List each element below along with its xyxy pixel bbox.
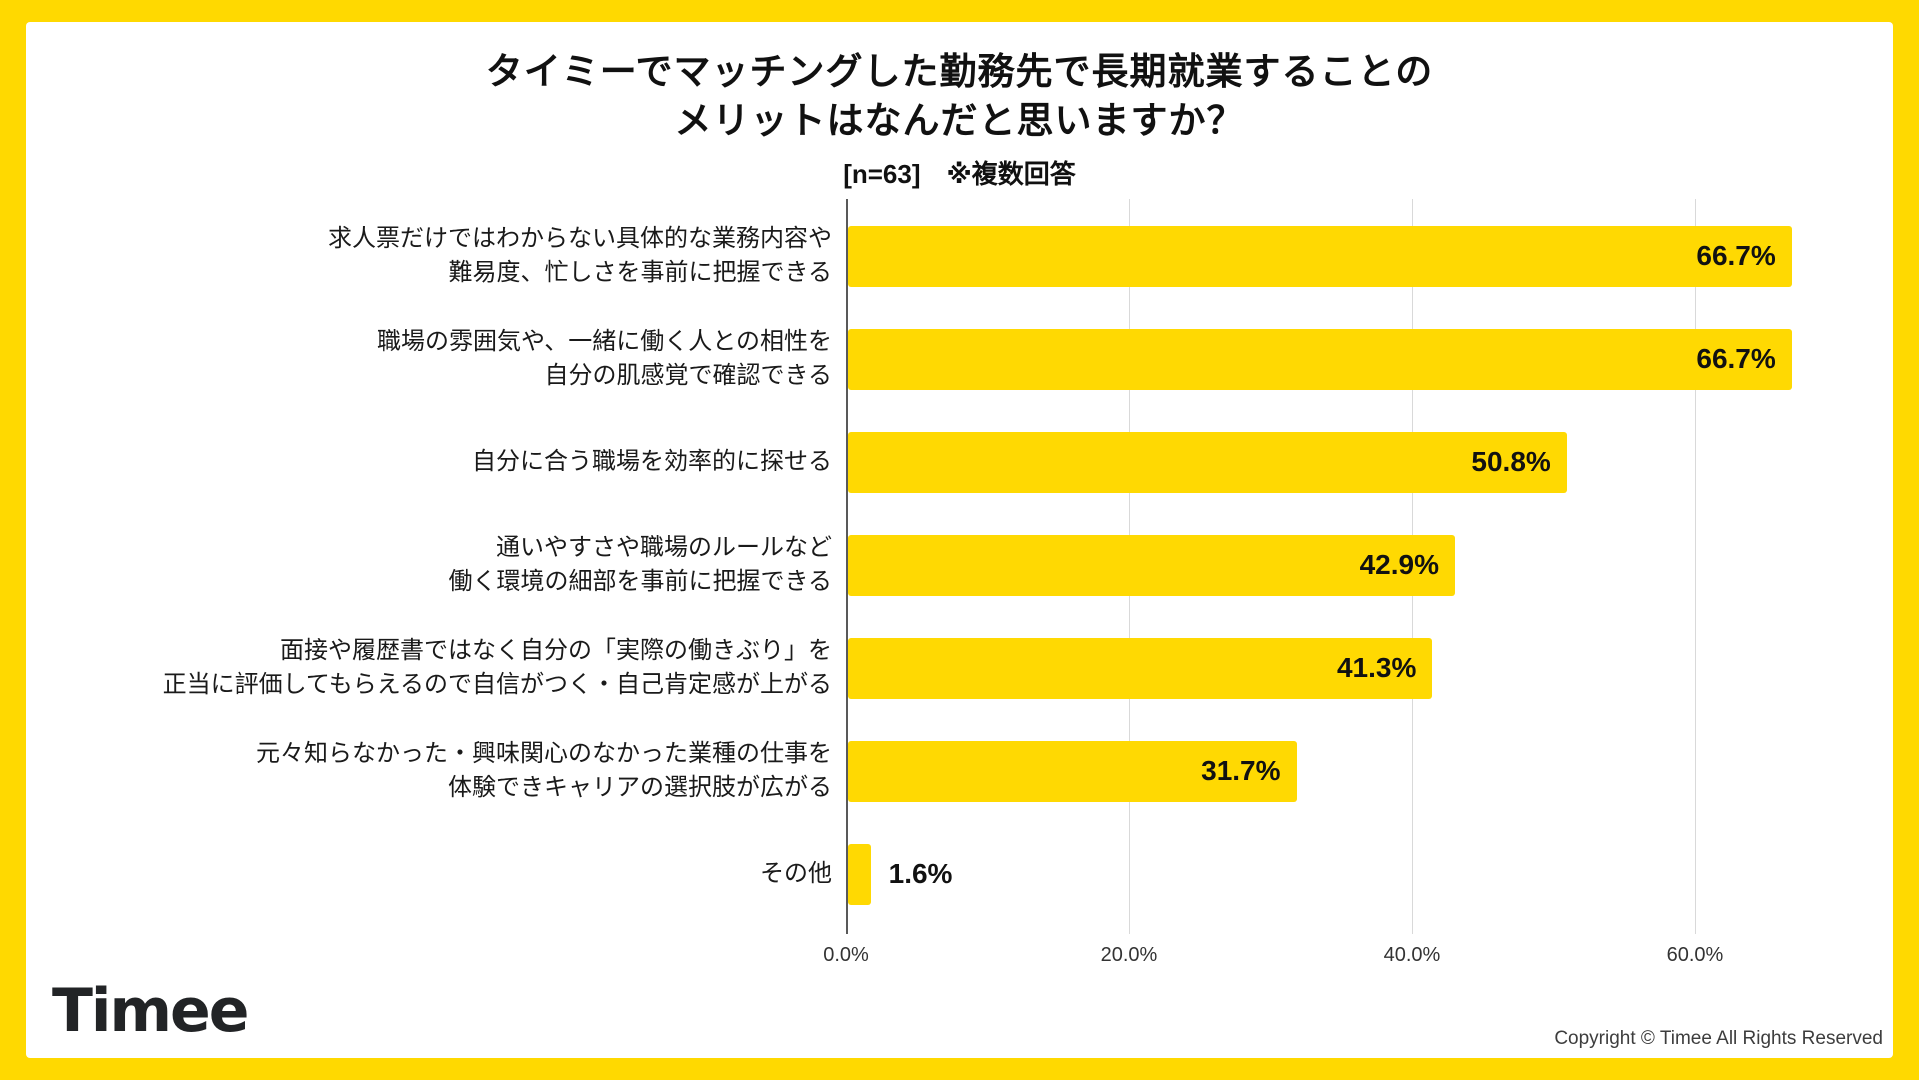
bar-value-label: 1.6% <box>888 858 953 890</box>
bar-track: 41.3% <box>846 637 1886 699</box>
category-label: 職場の雰囲気や、一緒に働く人との相性を 自分の肌感覚で確認できる <box>376 328 832 390</box>
bar-row: 求人票だけではわからない具体的な業務内容や 難易度、忙しさを事前に把握できる 66.… <box>26 205 1893 308</box>
bar-track: 31.7% <box>846 740 1886 802</box>
bar: 1.6% <box>848 843 952 905</box>
bar-value-label: 50.8% <box>1471 446 1551 478</box>
chart-panel: タイミーでマッチングした勤務先で長期就業することの メリットはなんだと思いますか… <box>26 22 1893 1058</box>
bar: 31.7% <box>848 740 1297 802</box>
bar-value-label: 42.9% <box>1359 549 1440 581</box>
bar: 41.3% <box>848 637 1433 699</box>
bar: 42.9% <box>848 534 1456 596</box>
bar-value-label: 66.7% <box>1696 343 1776 375</box>
x-tick-label: 20.0% <box>1100 943 1158 966</box>
x-tick-label: 40.0% <box>1383 943 1441 966</box>
bar-track: 42.9% <box>846 534 1886 596</box>
bar: 66.7% <box>848 225 1792 287</box>
bar-value-label: 41.3% <box>1336 652 1417 684</box>
x-tick-label: 0.0% <box>823 943 869 966</box>
bar-row: 面接や履歴書ではなく自分の「実際の働きぶり」を 正当に評価してもらえるので自信がつ… <box>26 617 1893 720</box>
category-label: その他 <box>760 860 832 888</box>
bar-value-label: 66.7% <box>1696 240 1776 272</box>
chart-title-line2: メリットはなんだと思いますか？ <box>674 99 1245 141</box>
bar-row: 元々知らなかった・興味関心のなかった業種の仕事を 体験できキャリアの選択肢が広がる… <box>26 720 1893 823</box>
copyright-text: Copyright © Timee All Rights Reserved <box>1554 1028 1883 1049</box>
category-label: 自分に合う職場を効率的に探せる <box>472 448 832 476</box>
bar-chart: 求人票だけではわからない具体的な業務内容や 難易度、忙しさを事前に把握できる 66.… <box>26 198 1893 972</box>
title-block: タイミーでマッチングした勤務先で長期就業することの メリットはなんだと思いますか… <box>26 22 1893 191</box>
bar-track: 66.7% <box>846 225 1886 287</box>
bar-row: 自分に合う職場を効率的に探せる 50.8% <box>26 411 1893 514</box>
category-label: 元々知らなかった・興味関心のなかった業種の仕事を 体験できキャリアの選択肢が広がる <box>256 740 832 802</box>
bar-track: 50.8% <box>846 431 1886 493</box>
bar-value-label: 31.7% <box>1201 755 1281 787</box>
bar-row: 通いやすさや職場のルールなど 働く環境の細部を事前に把握できる 42.9% <box>26 514 1893 617</box>
bar-row: 職場の雰囲気や、一緒に働く人との相性を 自分の肌感覚で確認できる 66.7% <box>26 308 1893 411</box>
category-label: 面接や履歴書ではなく自分の「実際の働きぶり」を 正当に評価してもらえるので自信がつ… <box>162 637 832 699</box>
bar-row: その他 1.6% <box>26 823 1893 926</box>
category-label: 求人票だけではわからない具体的な業務内容や 難易度、忙しさを事前に把握できる <box>328 225 832 287</box>
timee-logo: Timee <box>52 976 249 1046</box>
bar-track: 1.6% <box>846 843 1886 905</box>
bar-rows: 求人票だけではわからない具体的な業務内容や 難易度、忙しさを事前に把握できる 66.… <box>26 205 1893 926</box>
category-label: 通いやすさや職場のルールなど 働く環境の細部を事前に把握できる <box>448 534 832 596</box>
x-tick-label: 60.0% <box>1666 943 1724 966</box>
bar-track: 66.7% <box>846 328 1886 390</box>
bar: 66.7% <box>848 328 1792 390</box>
chart-title-line1: タイミーでマッチングした勤務先で長期就業することの <box>485 51 1434 92</box>
x-axis: 0.0% 20.0% 40.0% 60.0% <box>823 938 1886 972</box>
sample-size-note: [n=63] ※複数回答 <box>843 158 1076 189</box>
chart-body: 求人票だけではわからない具体的な業務内容や 難易度、忙しさを事前に把握できる 66.… <box>26 198 1893 934</box>
bar: 50.8% <box>848 431 1567 493</box>
